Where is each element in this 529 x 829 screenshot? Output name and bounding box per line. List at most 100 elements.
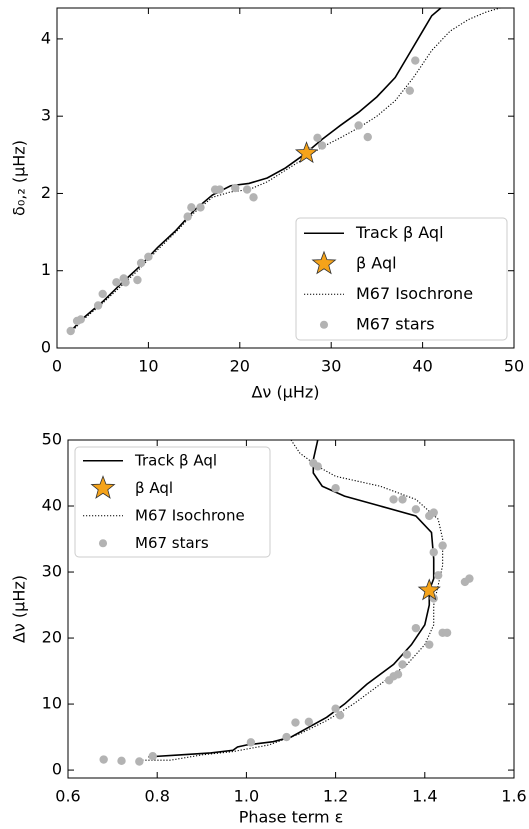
series-line (70, 8, 442, 332)
plot-frame (56, 7, 515, 349)
plot-frame (67, 439, 515, 779)
x-tick-label: 40 (412, 357, 432, 376)
point (433, 571, 443, 580)
point (242, 185, 252, 194)
legend-label: Track β Aql (355, 223, 444, 242)
y-axis-label: Δν (μHz) (10, 575, 29, 643)
y-axis-label: δ₀,₂ (μHz) (10, 140, 29, 216)
point (135, 757, 144, 766)
point (304, 717, 314, 727)
y-tick-label: 10 (42, 694, 62, 713)
point (112, 278, 121, 287)
series-line (148, 440, 435, 758)
star-marker (90, 475, 116, 499)
point (98, 289, 107, 299)
x-tick-label: 1.2 (323, 787, 348, 806)
y-tick-label: 40 (42, 496, 62, 515)
series-line (139, 440, 444, 761)
point (465, 574, 474, 583)
point (144, 252, 153, 262)
x-tick-label: 1.4 (412, 787, 437, 806)
x-tick-label: 0 (52, 357, 62, 376)
point (331, 483, 340, 493)
point (133, 275, 142, 285)
x-axis-label: Phase term ε (239, 808, 344, 827)
point (231, 183, 240, 193)
point (183, 212, 192, 221)
point (425, 640, 434, 649)
legend-label: Track β Aql (134, 451, 217, 469)
point (99, 755, 108, 764)
point (215, 185, 224, 194)
point (282, 732, 291, 742)
point (66, 326, 75, 336)
point (442, 628, 452, 637)
legend-box (295, 217, 508, 341)
star-marker (311, 250, 337, 275)
point (335, 711, 345, 720)
point (331, 704, 340, 713)
legend-label: M67 stars (135, 534, 209, 552)
x-tick-label: 0.6 (55, 787, 80, 806)
x-tick-label: 10 (138, 357, 158, 376)
y-tick-label: 3 (41, 106, 51, 125)
y-tick-label: 50 (42, 430, 62, 449)
x-tick-label: 50 (504, 357, 524, 376)
point (121, 278, 130, 287)
star-marker (417, 578, 441, 601)
point (319, 320, 329, 329)
point (93, 301, 103, 310)
y-tick-label: 20 (42, 628, 62, 647)
point (398, 495, 407, 504)
y-tick-label: 30 (42, 562, 62, 581)
point (117, 756, 126, 766)
point (196, 203, 205, 212)
point (313, 462, 322, 471)
point (76, 315, 85, 324)
point (438, 541, 447, 550)
point (98, 539, 108, 548)
point (398, 660, 407, 669)
point (402, 650, 412, 659)
x-axis-label: Δν (μHz) (251, 383, 319, 402)
point (429, 508, 438, 517)
legend-label: β Aql (356, 253, 397, 272)
point (291, 718, 300, 727)
y-tick-label: 2 (41, 183, 51, 202)
point (393, 670, 403, 679)
legend-label: β Aql (135, 479, 173, 497)
x-tick-label: 1.0 (234, 787, 259, 806)
legend-box (74, 446, 271, 558)
point (363, 132, 372, 142)
x-tick-label: 30 (321, 357, 341, 376)
legend-label: M67 Isochrone (135, 506, 245, 524)
point (354, 121, 363, 130)
plot-area (66, 8, 501, 336)
y-tick-label: 1 (41, 260, 51, 279)
series-line (70, 8, 501, 333)
legend-label: M67 stars (356, 314, 435, 333)
x-tick-label: 0.8 (144, 787, 169, 806)
point (429, 548, 438, 557)
point (249, 193, 258, 202)
point (389, 495, 398, 504)
point (246, 738, 256, 747)
point (411, 623, 421, 633)
y-tick-label: 0 (41, 338, 51, 357)
point (187, 203, 196, 212)
point (405, 86, 415, 95)
point (411, 505, 421, 514)
point (136, 258, 146, 268)
point (411, 56, 420, 65)
x-tick-label: 20 (230, 357, 250, 376)
point (148, 752, 157, 761)
star-marker (294, 141, 319, 164)
y-tick-label: 0 (52, 760, 62, 779)
x-tick-label: 1.6 (501, 787, 526, 806)
point (317, 141, 327, 150)
plot-area (99, 440, 474, 766)
point (313, 133, 322, 143)
legend-label: M67 Isochrone (356, 284, 473, 303)
y-tick-label: 4 (41, 28, 51, 47)
